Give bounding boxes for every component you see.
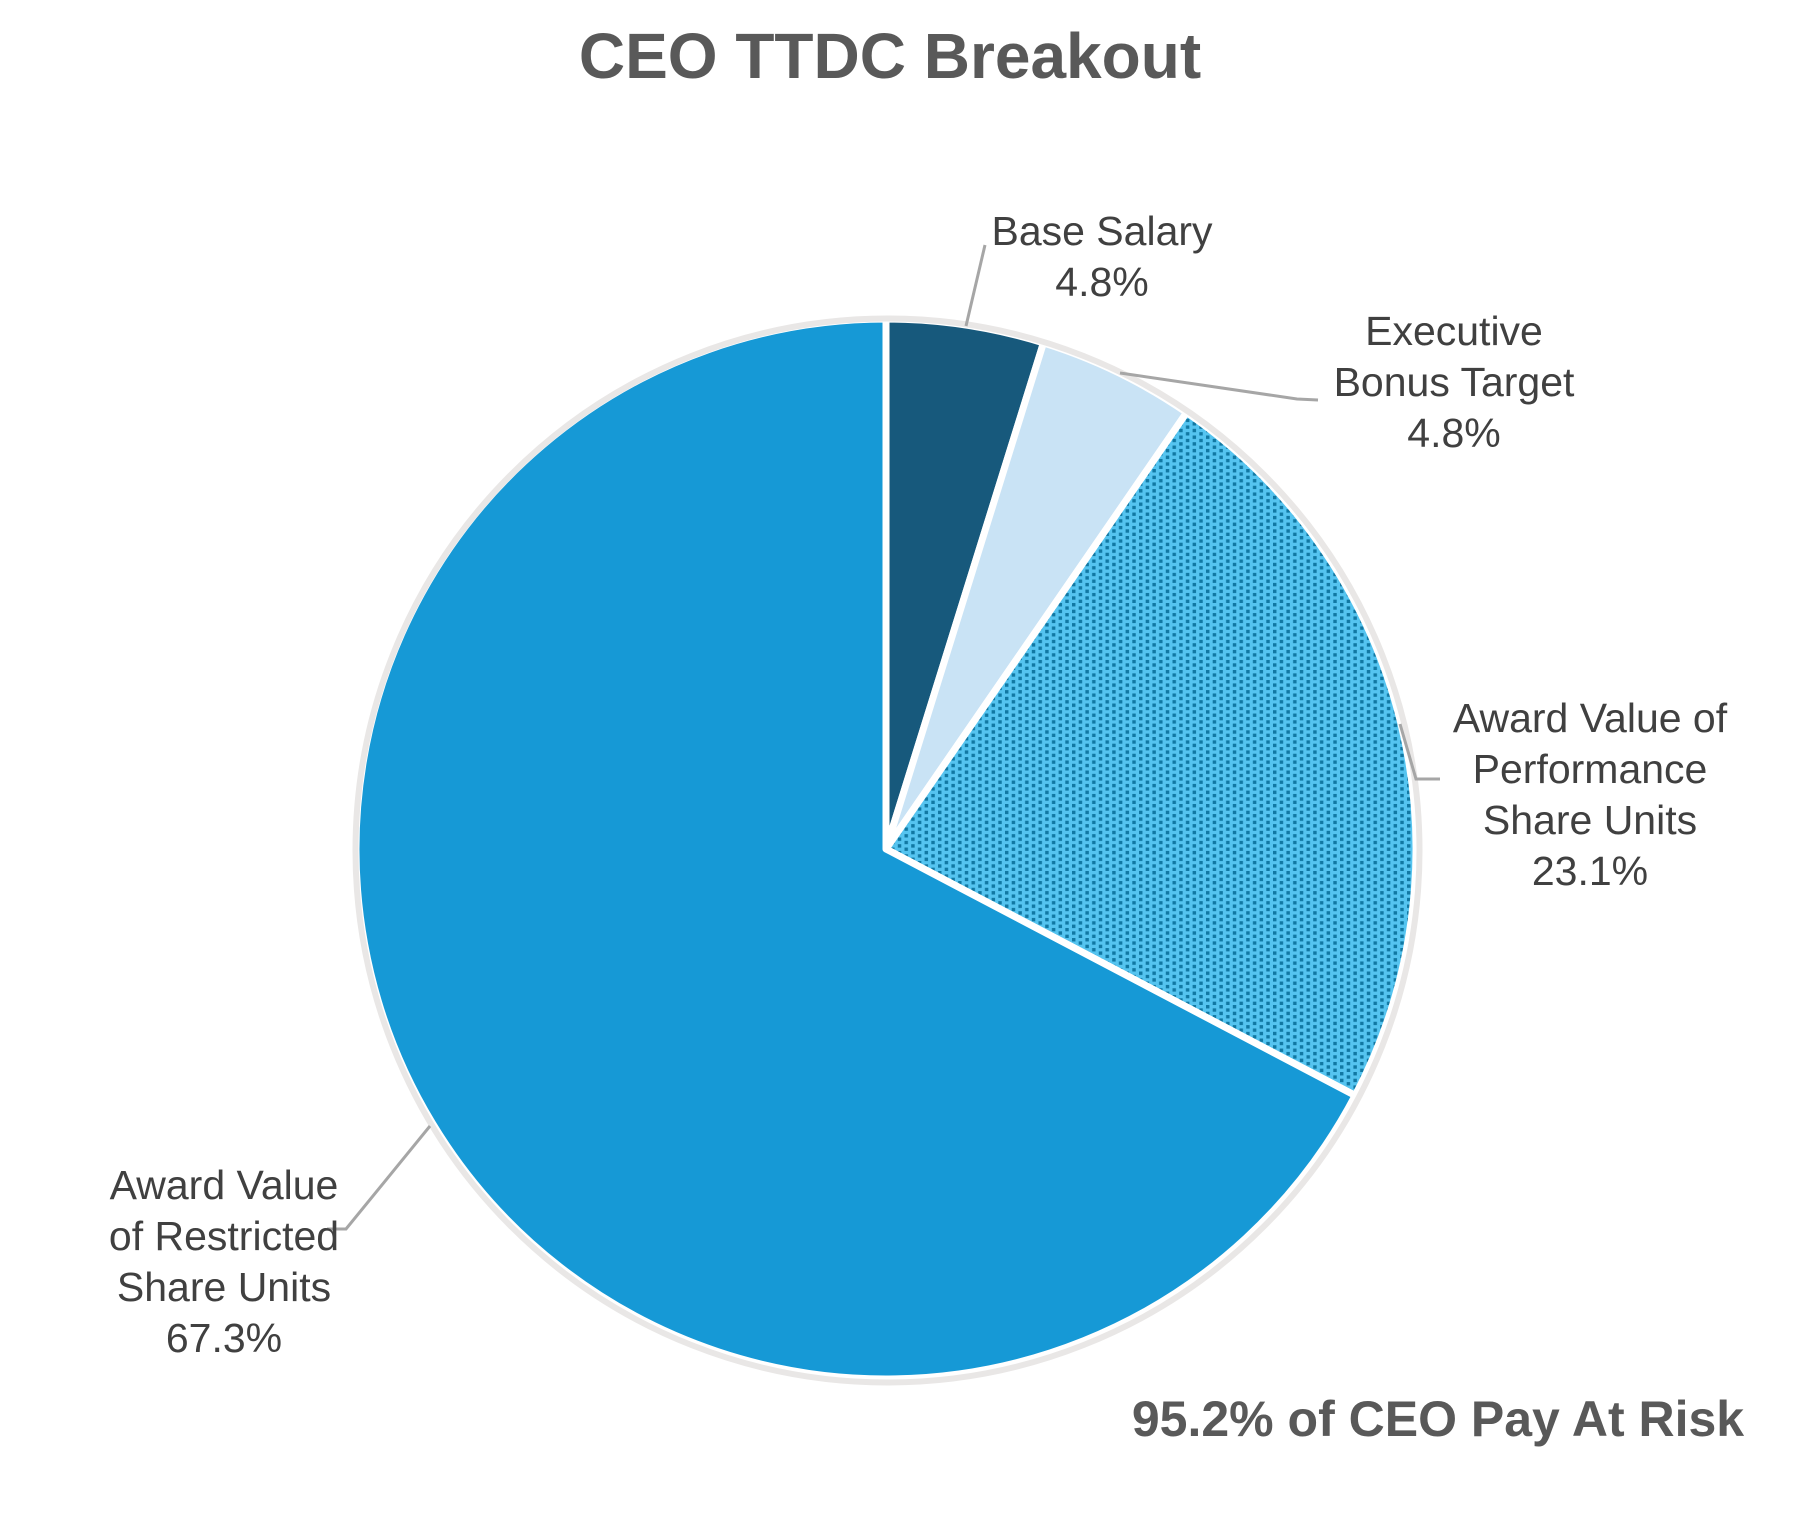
svg-text:23.1%: 23.1% — [1532, 848, 1648, 894]
svg-text:Share Units: Share Units — [1483, 797, 1697, 843]
svg-text:Performance: Performance — [1473, 746, 1708, 792]
svg-text:Share Units: Share Units — [117, 1264, 331, 1310]
svg-text:67.3%: 67.3% — [166, 1315, 282, 1361]
svg-text:CEO TTDC Breakout: CEO TTDC Breakout — [579, 20, 1201, 92]
svg-text:4.8%: 4.8% — [1407, 410, 1500, 456]
svg-text:Executive: Executive — [1365, 308, 1543, 354]
svg-text:Award Value: Award Value — [110, 1162, 339, 1208]
svg-text:Award Value of: Award Value of — [1453, 695, 1728, 741]
svg-text:of Restricted: of Restricted — [109, 1213, 339, 1259]
svg-text:Base Salary: Base Salary — [991, 208, 1213, 254]
svg-text:4.8%: 4.8% — [1055, 259, 1148, 305]
svg-text:95.2% of CEO Pay At Risk: 95.2% of CEO Pay At Risk — [1132, 1391, 1744, 1447]
svg-text:Bonus Target: Bonus Target — [1334, 359, 1575, 405]
